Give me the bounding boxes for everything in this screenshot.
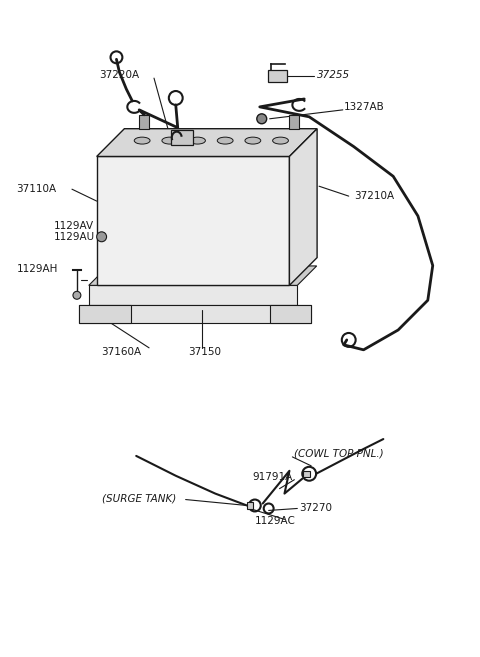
Ellipse shape <box>245 137 261 144</box>
Circle shape <box>96 232 107 242</box>
Polygon shape <box>289 115 300 129</box>
Circle shape <box>257 114 267 124</box>
Ellipse shape <box>273 137 288 144</box>
Polygon shape <box>247 501 253 509</box>
Polygon shape <box>270 306 311 323</box>
Text: 1129AV: 1129AV <box>54 221 94 231</box>
Polygon shape <box>79 306 131 323</box>
Text: 37220A: 37220A <box>99 70 139 80</box>
Text: 1129AH: 1129AH <box>17 263 58 273</box>
Text: 1327AB: 1327AB <box>344 102 384 112</box>
Ellipse shape <box>190 137 205 144</box>
Text: 91791A: 91791A <box>253 472 293 482</box>
Text: 1129AU: 1129AU <box>54 232 96 242</box>
Polygon shape <box>96 129 317 156</box>
Polygon shape <box>79 306 311 323</box>
Polygon shape <box>268 70 288 82</box>
Polygon shape <box>89 285 297 306</box>
Text: (SURGE TANK): (SURGE TANK) <box>102 493 176 503</box>
Polygon shape <box>303 471 310 477</box>
Text: 37255: 37255 <box>317 70 350 80</box>
Text: (COWL TOP PNL.): (COWL TOP PNL.) <box>294 449 384 459</box>
Text: 37150: 37150 <box>189 347 222 357</box>
Ellipse shape <box>217 137 233 144</box>
Text: 37270: 37270 <box>300 503 332 514</box>
Circle shape <box>73 291 81 299</box>
Polygon shape <box>139 115 149 129</box>
Ellipse shape <box>162 137 178 144</box>
Polygon shape <box>96 156 289 285</box>
Text: 1129AC: 1129AC <box>255 516 296 526</box>
Text: 37210A: 37210A <box>354 191 394 201</box>
Ellipse shape <box>134 137 150 144</box>
Polygon shape <box>89 266 317 285</box>
Polygon shape <box>171 129 192 145</box>
Text: 37110A: 37110A <box>17 184 57 194</box>
Polygon shape <box>289 129 317 285</box>
Text: 37160A: 37160A <box>102 347 142 357</box>
